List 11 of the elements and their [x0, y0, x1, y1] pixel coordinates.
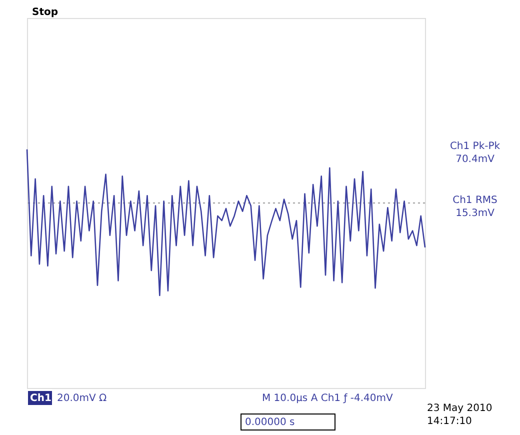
text: 23 May 2010: [427, 403, 492, 414]
text: Stop: [32, 7, 58, 18]
text: Ch1: [30, 393, 52, 404]
text: 15.3mV: [456, 208, 495, 219]
text: 20.0mV Ω: [57, 393, 108, 404]
text: 0.00000 s: [245, 417, 295, 428]
text: M 10.0µs A Ch1 ƒ -4.40mV: [262, 393, 394, 404]
text: Ch1 Pk-Pk: [450, 141, 500, 152]
text: 14:17:10: [427, 416, 472, 427]
text: 70.4mV: [456, 154, 495, 165]
text: Ch1 RMS: [452, 195, 498, 206]
